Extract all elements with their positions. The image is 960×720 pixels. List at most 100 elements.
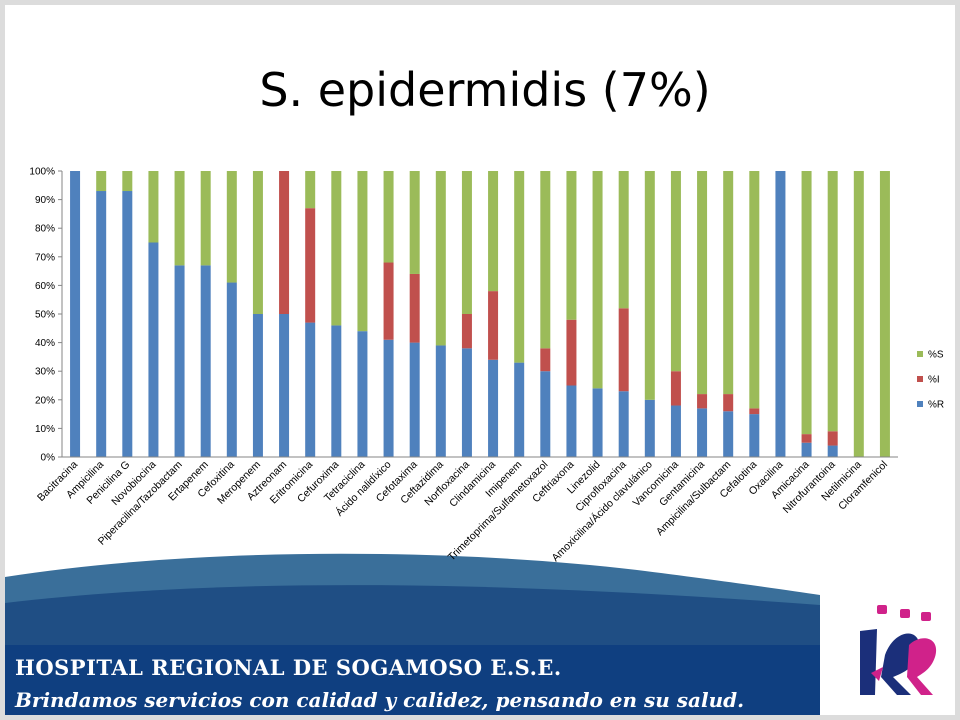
bar-s-segment bbox=[96, 171, 107, 192]
bar-i-segment bbox=[749, 408, 760, 415]
bar-s-segment bbox=[226, 171, 237, 283]
bar-r-segment bbox=[592, 388, 603, 457]
legend-swatch bbox=[917, 401, 923, 407]
bar-r-segment bbox=[226, 282, 237, 457]
bar-s-segment bbox=[697, 171, 708, 395]
bar-s-segment bbox=[305, 171, 316, 209]
legend-label: %R bbox=[928, 400, 944, 411]
bar-s-segment bbox=[801, 171, 812, 435]
bar-i-segment bbox=[697, 394, 708, 409]
bar-s-segment bbox=[435, 171, 446, 346]
bar-s-segment bbox=[514, 171, 525, 363]
bar-r-segment bbox=[331, 325, 342, 457]
bar-r-segment bbox=[540, 371, 551, 457]
bar-s-segment bbox=[488, 171, 499, 292]
y-tick-label: 0% bbox=[41, 453, 56, 464]
bar-r-segment bbox=[70, 171, 81, 457]
bar-r-segment bbox=[409, 342, 420, 457]
y-tick-label: 10% bbox=[35, 424, 55, 435]
bar-r-segment bbox=[618, 391, 629, 457]
bar-r-segment bbox=[697, 408, 708, 457]
bar-i-segment bbox=[618, 308, 629, 392]
footer-banner bbox=[5, 553, 955, 715]
legend-swatch bbox=[917, 351, 923, 357]
slide-title: S. epidermidis (7%) bbox=[259, 63, 711, 117]
hospital-name: HOSPITAL REGIONAL DE SOGAMOSO E.S.E. bbox=[15, 655, 562, 680]
bar-s-segment bbox=[879, 171, 890, 457]
bar-i-segment bbox=[540, 348, 551, 372]
y-tick-label: 70% bbox=[35, 252, 55, 263]
y-tick-label: 50% bbox=[35, 310, 55, 321]
bar-r-segment bbox=[174, 265, 185, 457]
bar-i-segment bbox=[670, 371, 681, 406]
bar-i-segment bbox=[827, 431, 838, 446]
bar-s-segment bbox=[383, 171, 394, 263]
slogan: Brindamos servicios con calidad y calide… bbox=[15, 688, 745, 712]
bar-r-segment bbox=[461, 348, 472, 457]
bar-i-segment bbox=[383, 262, 394, 340]
bar-i-segment bbox=[461, 314, 472, 349]
bar-i-segment bbox=[305, 208, 316, 323]
bar-i-segment bbox=[723, 394, 734, 412]
y-tick-label: 60% bbox=[35, 281, 55, 292]
bar-s-segment bbox=[670, 171, 681, 372]
y-axis-labels: 0% 10% 20% 30% 40% 50% 60% 70% 80% 90% 100% bbox=[29, 167, 55, 464]
y-tick-label: 40% bbox=[35, 338, 55, 349]
y-tick-label: 20% bbox=[35, 395, 55, 406]
bar-r-segment bbox=[148, 242, 159, 457]
bar-r-segment bbox=[305, 322, 316, 457]
bar-r-segment bbox=[357, 331, 368, 457]
bar-r-segment bbox=[252, 314, 263, 457]
y-tick-label: 30% bbox=[35, 367, 55, 378]
legend-label: %S bbox=[928, 350, 944, 361]
bar-i-segment bbox=[801, 434, 812, 443]
bar-s-segment bbox=[827, 171, 838, 432]
bar-i-segment bbox=[488, 291, 499, 360]
bar-i-segment bbox=[409, 273, 420, 343]
axis-lines bbox=[58, 170, 898, 458]
slide: S. epidermidis (7%) 0% 10% 20% 30% 40% 50% 60%… bbox=[5, 5, 955, 715]
bar-s-segment bbox=[618, 171, 629, 309]
bar-r-segment bbox=[749, 414, 760, 457]
bar-r-segment bbox=[122, 191, 133, 457]
bar-s-segment bbox=[853, 171, 864, 457]
bar-s-segment bbox=[409, 171, 420, 274]
bars bbox=[70, 171, 890, 457]
bar-s-segment bbox=[148, 171, 159, 243]
legend-label: %I bbox=[928, 375, 940, 386]
bar-r-segment bbox=[644, 399, 655, 457]
bar-s-segment bbox=[592, 171, 603, 389]
bar-r-segment bbox=[670, 405, 681, 457]
bar-i-segment bbox=[279, 171, 290, 314]
bar-s-segment bbox=[357, 171, 368, 332]
bar-s-segment bbox=[644, 171, 655, 400]
bar-r-segment bbox=[200, 265, 211, 457]
bar-r-segment bbox=[488, 359, 499, 457]
bar-r-segment bbox=[723, 411, 734, 457]
bar-r-segment bbox=[827, 445, 838, 457]
bar-s-segment bbox=[331, 171, 342, 326]
bar-r-segment bbox=[801, 442, 812, 457]
bar-r-segment bbox=[96, 191, 107, 457]
bar-r-segment bbox=[514, 362, 525, 457]
bar-s-segment bbox=[174, 171, 185, 266]
bar-s-segment bbox=[200, 171, 211, 266]
bar-r-segment bbox=[435, 345, 446, 457]
bar-s-segment bbox=[122, 171, 133, 192]
y-tick-label: 90% bbox=[35, 195, 55, 206]
y-tick-label: 80% bbox=[35, 224, 55, 235]
legend: %S %I %R bbox=[917, 350, 944, 411]
hospital-logo bbox=[860, 605, 937, 695]
bar-s-segment bbox=[461, 171, 472, 314]
stacked-bar-chart: 0% 10% 20% 30% 40% 50% 60% 70% 80% 90% 100% Bacitr… bbox=[29, 167, 944, 565]
bar-i-segment bbox=[566, 319, 577, 386]
bar-r-segment bbox=[279, 314, 290, 457]
bar-s-segment bbox=[566, 171, 577, 320]
bar-s-segment bbox=[749, 171, 760, 409]
banner-band bbox=[5, 645, 820, 715]
bar-r-segment bbox=[383, 339, 394, 457]
y-tick-label: 100% bbox=[29, 167, 55, 178]
bar-r-segment bbox=[775, 171, 786, 457]
bar-s-segment bbox=[540, 171, 551, 349]
